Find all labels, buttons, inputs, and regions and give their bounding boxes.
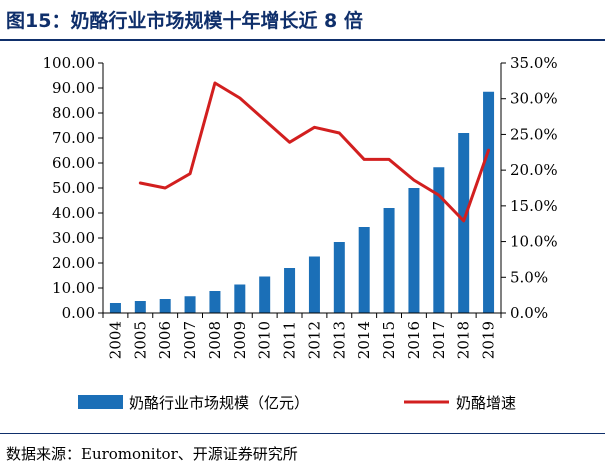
x-tick-label: 2009 xyxy=(231,321,249,359)
x-tick-label: 2007 xyxy=(181,321,199,359)
left-tick-label: 90.00 xyxy=(52,79,95,97)
left-tick-label: 50.00 xyxy=(52,179,95,197)
bar-2009 xyxy=(234,284,246,313)
legend-line-label: 奶酪增速 xyxy=(456,394,516,412)
bar-2008 xyxy=(209,291,221,313)
bar-2006 xyxy=(159,299,171,313)
right-tick-label: 25.0% xyxy=(510,125,558,143)
x-tick-label: 2017 xyxy=(430,321,448,359)
bar-2018 xyxy=(458,133,470,313)
x-tick-label: 2012 xyxy=(305,321,323,359)
title-divider xyxy=(0,39,605,41)
right-tick-label: 20.0% xyxy=(510,161,558,179)
x-axis-ticks: 2004 2005 2006 2007 2008 2009 2010 2011 2012 2013… xyxy=(102,313,502,359)
x-tick-label: 2019 xyxy=(480,321,498,359)
left-tick-label: 80.00 xyxy=(52,104,95,122)
bar-2007 xyxy=(184,296,196,313)
left-tick-label: 30.00 xyxy=(52,229,95,247)
legend-bar-label: 奶酪行业市场规模（亿元） xyxy=(129,394,309,412)
left-tick-label: 10.00 xyxy=(52,279,95,297)
bar-2013 xyxy=(333,242,345,313)
bar-2011 xyxy=(284,268,296,313)
legend-bar-swatch xyxy=(78,395,123,409)
bar-2012 xyxy=(308,256,320,313)
bar-2016 xyxy=(408,188,420,313)
x-tick-label: 2018 xyxy=(455,321,473,359)
bar-2019 xyxy=(483,91,495,313)
right-tick-label: 10.0% xyxy=(510,233,558,251)
left-axis-ticks: 0.00 10.00 20.00 30.00 40.00 50.00 60.00 70.00 8… xyxy=(43,54,103,322)
x-tick-label: 2006 xyxy=(156,321,174,359)
x-tick-label: 2014 xyxy=(355,321,373,359)
legend: 奶酪行业市场规模（亿元） 奶酪增速 xyxy=(78,394,516,412)
bar-2014 xyxy=(358,227,370,313)
right-tick-label: 0.0% xyxy=(510,304,548,322)
left-tick-label: 0.00 xyxy=(62,304,95,322)
data-source: 数据来源：Euromonitor、开源证券研究所 xyxy=(6,445,298,463)
x-tick-label: 2013 xyxy=(330,321,348,359)
x-tick-label: 2011 xyxy=(281,321,299,359)
left-tick-label: 100.00 xyxy=(43,54,96,72)
source-divider xyxy=(0,433,605,434)
x-tick-label: 2016 xyxy=(405,321,423,359)
bar-2010 xyxy=(259,276,271,313)
bars-group xyxy=(109,91,495,313)
right-tick-label: 15.0% xyxy=(510,197,558,215)
bar-2015 xyxy=(383,208,395,313)
right-axis-ticks: 0.0% 5.0% 10.0% 15.0% 20.0% 25.0% 30.0% 35.0% xyxy=(501,54,558,322)
left-tick-label: 20.00 xyxy=(52,254,95,272)
left-tick-label: 40.00 xyxy=(52,204,95,222)
x-tick-label: 2015 xyxy=(380,321,398,359)
x-tick-label: 2010 xyxy=(256,321,274,359)
x-tick-label: 2004 xyxy=(106,321,124,359)
bar-2004 xyxy=(109,303,121,313)
x-tick-label: 2005 xyxy=(131,321,149,359)
growth-line-group xyxy=(138,81,491,223)
right-tick-label: 35.0% xyxy=(510,54,558,72)
left-tick-label: 70.00 xyxy=(52,129,95,147)
right-tick-label: 5.0% xyxy=(510,268,548,286)
figure-title: 图15：奶酪行业市场规模十年增长近 8 倍 xyxy=(6,10,363,32)
bar-2017 xyxy=(433,167,445,313)
bar-2005 xyxy=(134,301,146,313)
left-tick-label: 60.00 xyxy=(52,154,95,172)
x-tick-label: 2008 xyxy=(206,321,224,359)
right-tick-label: 30.0% xyxy=(510,90,558,108)
